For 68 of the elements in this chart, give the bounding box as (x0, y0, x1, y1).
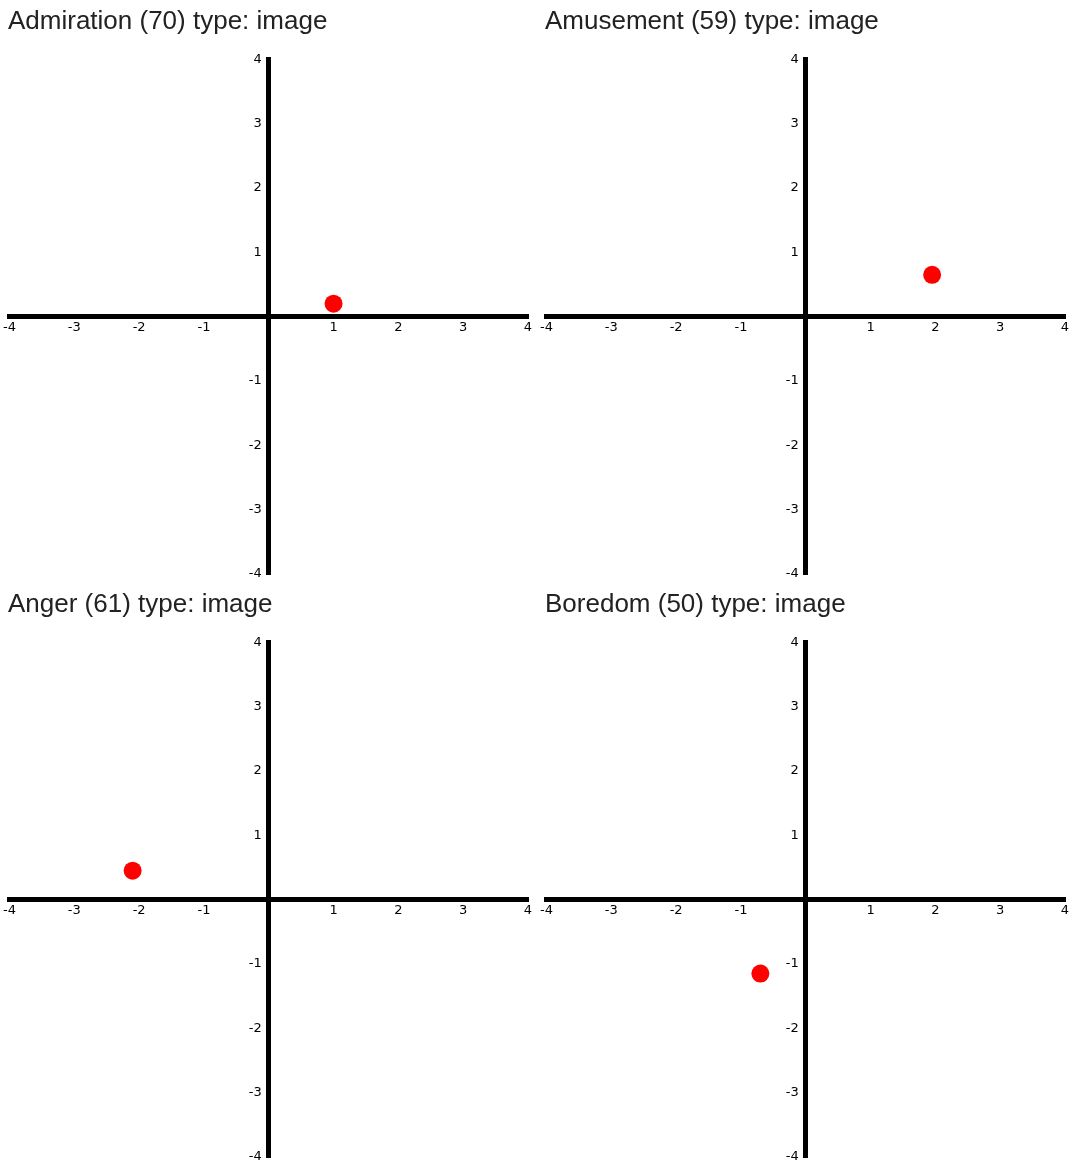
y-tick-label: -3 (248, 501, 262, 517)
y-tick-label: 1 (790, 243, 799, 259)
x-tick-label: -2 (669, 901, 683, 917)
x-tick-label: -4 (3, 901, 16, 917)
x-tick-label: -4 (540, 901, 553, 917)
x-tick-label: 1 (866, 318, 875, 334)
y-tick-label: 3 (790, 697, 799, 713)
y-tick-label: 4 (790, 633, 799, 649)
y-tick-label: 4 (253, 633, 262, 649)
y-tick-label: -4 (785, 565, 799, 581)
y-tick-label: 1 (253, 243, 262, 259)
x-tick-label: -1 (197, 318, 211, 334)
x-tick-label: 3 (459, 901, 468, 917)
x-tick-label: 1 (329, 901, 338, 917)
x-tick-label: 2 (931, 318, 940, 334)
y-tick-label: 3 (790, 114, 799, 130)
x-tick-label: 4 (1060, 901, 1070, 917)
x-tick-label: 1 (329, 318, 338, 334)
x-tick-label: -3 (67, 901, 81, 917)
x-tick-label: -3 (604, 901, 618, 917)
y-tick-label: -2 (248, 436, 262, 452)
x-tick-label: 4 (523, 901, 533, 917)
chart-title: Amusement (59) type: image (545, 4, 879, 35)
x-tick-label: 2 (931, 901, 940, 917)
y-tick-label: 1 (790, 826, 799, 842)
y-tick-label: 4 (253, 50, 262, 66)
y-tick-label: 1 (253, 826, 262, 842)
x-tick-label: -1 (734, 318, 748, 334)
y-tick-label: -2 (785, 1019, 799, 1035)
y-tick-label: 4 (790, 50, 799, 66)
x-tick-label: 3 (996, 901, 1005, 917)
x-tick-label: 3 (459, 318, 468, 334)
y-tick-label: 2 (790, 179, 799, 195)
x-tick-label: -3 (67, 318, 81, 334)
x-tick-label: 3 (996, 318, 1005, 334)
y-tick-label: 2 (253, 179, 262, 195)
chart-title: Boredom (50) type: image (545, 587, 846, 618)
x-tick-label: 4 (523, 318, 533, 334)
y-tick-label: -4 (785, 1148, 799, 1164)
chart-title: Anger (61) type: image (8, 587, 273, 618)
x-tick-label: 2 (394, 901, 403, 917)
y-tick-label: -1 (785, 955, 799, 971)
y-tick-label: 2 (790, 762, 799, 778)
y-tick-label: -1 (785, 372, 799, 388)
x-tick-label: -2 (669, 318, 683, 334)
y-tick-label: -3 (785, 501, 799, 517)
y-tick-label: -2 (248, 1019, 262, 1035)
x-tick-label: -1 (734, 901, 748, 917)
x-tick-label: 2 (394, 318, 403, 334)
x-tick-label: -4 (3, 318, 16, 334)
x-tick-label: 1 (866, 901, 875, 917)
y-tick-label: 2 (253, 762, 262, 778)
chart-title: Admiration (70) type: image (8, 4, 328, 35)
y-tick-label: 3 (253, 114, 262, 130)
y-tick-label: -3 (248, 1084, 262, 1100)
y-tick-label: -1 (248, 372, 262, 388)
x-tick-label: 4 (1060, 318, 1070, 334)
y-tick-label: -4 (248, 565, 262, 581)
x-tick-label: -2 (132, 901, 146, 917)
y-tick-label: 3 (253, 697, 262, 713)
x-tick-label: -2 (132, 318, 146, 334)
y-tick-label: -1 (248, 955, 262, 971)
x-tick-label: -3 (604, 318, 618, 334)
y-tick-label: -4 (248, 1148, 262, 1164)
y-tick-label: -3 (785, 1084, 799, 1100)
x-tick-label: -1 (197, 901, 211, 917)
y-tick-label: -2 (785, 436, 799, 452)
x-tick-label: -4 (540, 318, 553, 334)
